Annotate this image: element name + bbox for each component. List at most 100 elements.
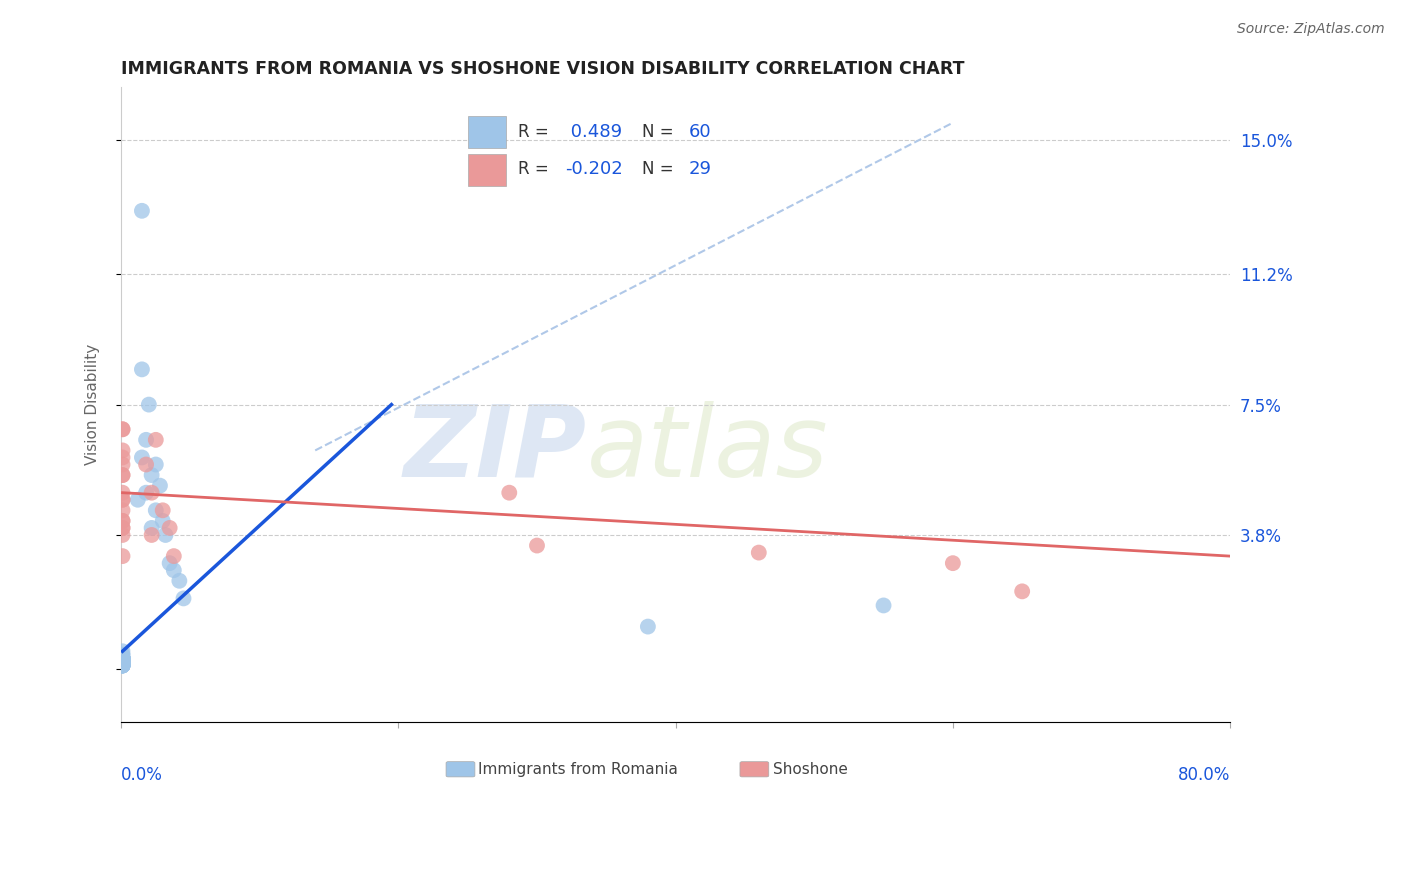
Point bbox=[111, 651, 134, 665]
Point bbox=[163, 549, 186, 563]
Point bbox=[149, 478, 172, 492]
Point bbox=[111, 655, 134, 669]
Point bbox=[111, 651, 134, 665]
Point bbox=[111, 651, 134, 665]
Point bbox=[111, 651, 134, 665]
Point bbox=[111, 514, 134, 528]
Point bbox=[111, 521, 134, 535]
Point bbox=[111, 655, 134, 669]
Text: N =: N = bbox=[641, 123, 679, 141]
Point bbox=[145, 433, 167, 447]
Point bbox=[173, 591, 195, 606]
Point bbox=[111, 521, 134, 535]
Point bbox=[111, 651, 134, 665]
Text: R =: R = bbox=[519, 123, 554, 141]
Point bbox=[155, 528, 177, 542]
Text: Immigrants from Romania: Immigrants from Romania bbox=[478, 762, 678, 777]
Point bbox=[111, 651, 134, 665]
Point bbox=[145, 503, 167, 517]
Point bbox=[111, 644, 134, 658]
Text: R =: R = bbox=[519, 160, 554, 178]
Point bbox=[111, 658, 134, 673]
Text: -0.202: -0.202 bbox=[565, 160, 623, 178]
Point bbox=[138, 398, 160, 412]
Text: 0.0%: 0.0% bbox=[121, 766, 163, 784]
Point bbox=[111, 443, 134, 458]
Point bbox=[111, 651, 134, 665]
Y-axis label: Vision Disability: Vision Disability bbox=[86, 344, 100, 466]
Point bbox=[111, 655, 134, 669]
Text: 0.489: 0.489 bbox=[565, 123, 623, 141]
Text: Shoshone: Shoshone bbox=[773, 762, 848, 777]
FancyBboxPatch shape bbox=[740, 762, 769, 777]
Point bbox=[135, 433, 157, 447]
Point bbox=[159, 556, 181, 570]
Point bbox=[111, 658, 134, 673]
Point bbox=[111, 658, 134, 673]
Point bbox=[111, 422, 134, 436]
Point bbox=[111, 422, 134, 436]
Point bbox=[111, 458, 134, 472]
Point bbox=[141, 528, 163, 542]
Point bbox=[748, 545, 770, 559]
Point bbox=[152, 514, 174, 528]
Point bbox=[111, 450, 134, 465]
Point bbox=[111, 651, 134, 665]
Point bbox=[111, 655, 134, 669]
Point bbox=[111, 655, 134, 669]
Point bbox=[111, 655, 134, 669]
Point bbox=[111, 492, 134, 507]
Point bbox=[111, 651, 134, 665]
Point bbox=[111, 658, 134, 673]
Point bbox=[111, 658, 134, 673]
Text: 29: 29 bbox=[689, 160, 711, 178]
Point bbox=[111, 658, 134, 673]
Point bbox=[111, 651, 134, 665]
Point bbox=[111, 658, 134, 673]
Point bbox=[942, 556, 965, 570]
Point bbox=[111, 503, 134, 517]
Point bbox=[111, 651, 134, 665]
Text: 60: 60 bbox=[689, 123, 711, 141]
Point bbox=[111, 655, 134, 669]
Point bbox=[141, 485, 163, 500]
Point bbox=[111, 528, 134, 542]
Point bbox=[872, 599, 894, 613]
Bar bbox=[468, 116, 506, 147]
Point bbox=[131, 450, 153, 465]
Point bbox=[152, 503, 174, 517]
Point bbox=[145, 458, 167, 472]
Text: IMMIGRANTS FROM ROMANIA VS SHOSHONE VISION DISABILITY CORRELATION CHART: IMMIGRANTS FROM ROMANIA VS SHOSHONE VISI… bbox=[121, 60, 965, 78]
Point bbox=[111, 485, 134, 500]
Point bbox=[111, 655, 134, 669]
Text: 80.0%: 80.0% bbox=[1178, 766, 1230, 784]
Point bbox=[111, 492, 134, 507]
Text: Source: ZipAtlas.com: Source: ZipAtlas.com bbox=[1237, 22, 1385, 37]
Point bbox=[131, 362, 153, 376]
Point bbox=[111, 655, 134, 669]
Point bbox=[111, 655, 134, 669]
Point bbox=[141, 468, 163, 483]
FancyBboxPatch shape bbox=[446, 762, 475, 777]
Point bbox=[131, 203, 153, 218]
Point bbox=[498, 485, 520, 500]
Point bbox=[111, 658, 134, 673]
Point bbox=[141, 521, 163, 535]
Point bbox=[163, 563, 186, 577]
Point bbox=[111, 655, 134, 669]
Point bbox=[111, 468, 134, 483]
Text: atlas: atlas bbox=[586, 401, 828, 498]
Point bbox=[111, 514, 134, 528]
Point bbox=[127, 492, 149, 507]
Point bbox=[111, 658, 134, 673]
Point bbox=[111, 658, 134, 673]
Point bbox=[111, 655, 134, 669]
Point bbox=[135, 458, 157, 472]
Point bbox=[111, 468, 134, 483]
Text: N =: N = bbox=[641, 160, 679, 178]
Point bbox=[111, 648, 134, 662]
Point bbox=[111, 549, 134, 563]
Point bbox=[637, 619, 659, 633]
Point bbox=[111, 655, 134, 669]
Point bbox=[135, 485, 157, 500]
